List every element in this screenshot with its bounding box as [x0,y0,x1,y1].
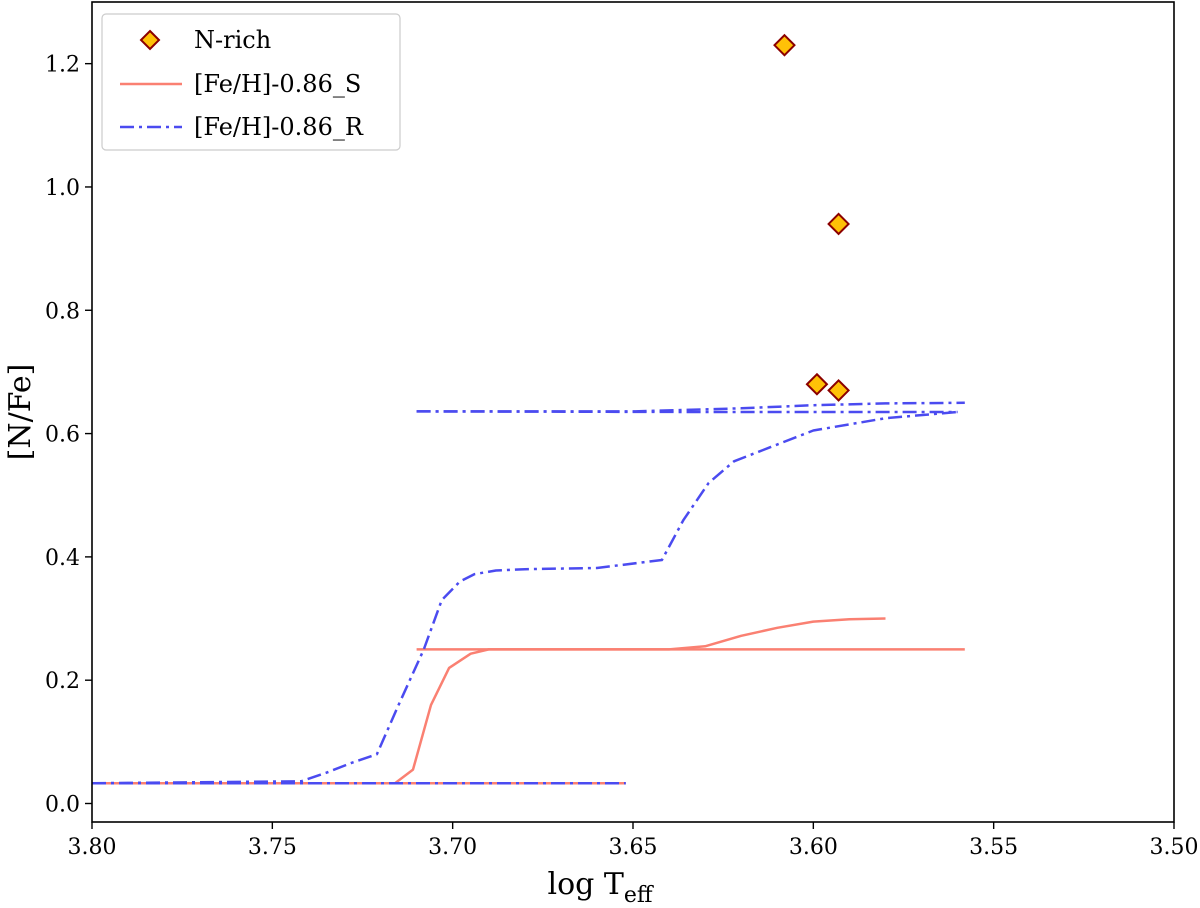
n-rich-point [773,33,796,57]
y-tick-label: 0.2 [45,669,80,694]
series-r-line-3 [416,401,965,413]
legend-label-r: [Fe/H]-0.86_R [194,113,364,141]
x-tick-label: 3.50 [1150,835,1199,860]
x-tick-label: 3.70 [428,835,477,860]
x-tick-label: 3.55 [969,835,1018,860]
plot-area [91,33,965,785]
n-rich-point [827,379,850,402]
y-tick-label: 0.4 [45,546,80,571]
legend-box [101,13,401,151]
series-s-line-3 [394,617,886,785]
x-axis-title-main: log T [547,867,623,902]
n-rich-point [805,372,829,396]
x-axis-ticks: 3.80 3.75 3.70 3.65 3.60 3.55 3.50 [68,822,1199,860]
plot-frame [91,1,1175,823]
legend-marker-n-rich [139,29,161,51]
x-tick-label: 3.60 [789,835,838,860]
series-r-line-4 [416,410,958,414]
y-tick-label: 1.2 [45,53,80,78]
y-axis-title: [N/Fe] [3,364,38,461]
legend-label-n-rich: N-rich [194,26,271,54]
y-tick-label: 0.6 [45,423,80,448]
n-rich-point [827,212,850,236]
legend: N-rich [Fe/H]-0.86_S [Fe/H]-0.86_R [101,13,401,151]
legend-label-s: [Fe/H]-0.86_S [194,70,361,98]
series-r-line-2 [91,410,958,785]
x-axis-title-subscript: eff [624,883,654,908]
y-tick-label: 0.0 [45,793,80,818]
y-tick-label: 1.0 [45,176,80,201]
x-tick-label: 3.65 [609,835,658,860]
y-axis-ticks: 0.0 0.2 0.4 0.6 0.8 1.0 1.2 [45,53,92,818]
x-tick-label: 3.75 [248,835,297,860]
x-tick-label: 3.80 [68,835,117,860]
y-tick-label: 0.8 [45,299,80,324]
x-axis-title: log Teff [547,867,653,908]
